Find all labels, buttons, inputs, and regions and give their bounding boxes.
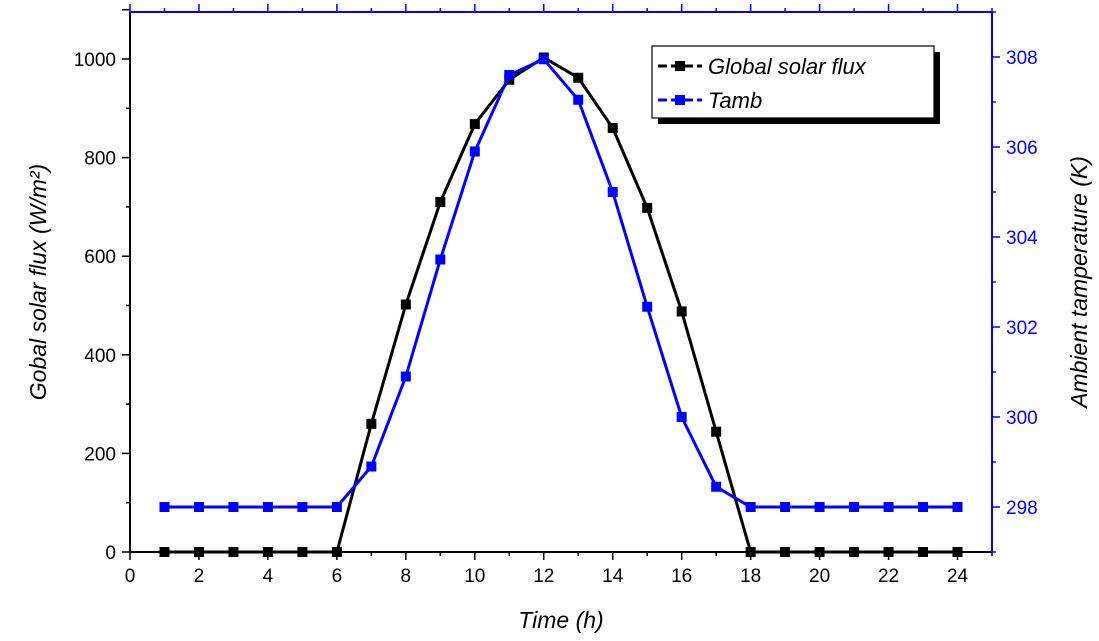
legend-label: Global solar flux — [708, 54, 867, 79]
y-right-tick-label: 302 — [1006, 318, 1038, 339]
data-point — [676, 412, 687, 422]
y-right-tick-label: 304 — [1006, 228, 1038, 249]
data-point — [849, 547, 860, 557]
data-point — [262, 502, 273, 512]
x-tick-label: 24 — [947, 566, 969, 587]
data-point — [573, 94, 584, 105]
y-right-tick-label: 306 — [1006, 138, 1038, 159]
x-tick-label: 16 — [671, 566, 692, 587]
x-tick-label: 8 — [401, 566, 412, 587]
data-point — [331, 502, 342, 512]
y-right-tick-label: 300 — [1006, 408, 1038, 429]
data-point — [814, 547, 825, 557]
y-left-tick-label: 200 — [84, 444, 116, 465]
data-point — [193, 502, 204, 512]
data-point — [676, 306, 687, 317]
legend-marker — [675, 95, 685, 105]
x-tick-label: 18 — [740, 566, 761, 587]
data-point — [400, 371, 411, 382]
data-point — [435, 196, 446, 207]
legend: Global solar flux Tamb — [651, 45, 940, 124]
data-point — [504, 70, 515, 80]
x-tick-label: 22 — [878, 566, 899, 587]
data-point — [366, 418, 377, 429]
y-right-axis-title: Ambient tamperature (K) — [1066, 156, 1092, 410]
data-point — [469, 119, 480, 130]
data-point — [814, 502, 825, 512]
data-point — [883, 547, 894, 557]
y-left-tick-label: 1000 — [74, 50, 116, 71]
legend-box — [651, 45, 935, 119]
y-right-tick-label: 298 — [1006, 498, 1038, 519]
data-point — [607, 187, 618, 197]
data-point — [711, 481, 722, 492]
data-point — [918, 547, 929, 557]
data-point — [780, 502, 791, 512]
data-point — [331, 547, 342, 557]
data-point — [297, 547, 308, 557]
data-point — [780, 547, 791, 557]
series-0 — [159, 52, 963, 557]
data-point — [849, 502, 860, 512]
data-point — [400, 299, 411, 310]
x-tick-label: 4 — [263, 566, 274, 587]
x-tick-label: 12 — [533, 566, 554, 587]
data-point — [262, 547, 273, 557]
y-left-axis-title: Gobal solar flux (W/m²) — [25, 164, 51, 400]
data-point — [228, 502, 239, 512]
data-point — [159, 502, 170, 512]
y-left-tick-label: 400 — [84, 346, 116, 367]
data-point — [573, 72, 584, 83]
series-layer — [159, 52, 963, 557]
x-tick-label: 20 — [809, 566, 830, 587]
data-point — [228, 547, 239, 557]
legend-marker — [675, 61, 685, 71]
data-point — [745, 547, 756, 557]
data-point — [642, 301, 653, 312]
data-point — [366, 461, 377, 472]
series-line-0 — [164, 55, 958, 554]
x-tick-label: 2 — [194, 566, 205, 587]
data-point — [607, 123, 618, 134]
series-line-1 — [164, 57, 958, 509]
data-point — [745, 502, 756, 512]
x-axis-title: Time (h) — [518, 607, 603, 633]
y-left-tick-label: 800 — [84, 149, 116, 170]
data-point — [538, 54, 549, 65]
data-point — [159, 547, 170, 557]
data-point — [883, 502, 894, 512]
data-point — [435, 254, 446, 265]
data-point — [711, 426, 722, 437]
x-tick-label: 0 — [125, 566, 136, 587]
x-tick-label: 6 — [332, 566, 343, 587]
data-point — [193, 547, 204, 557]
x-tick-label: 10 — [464, 566, 485, 587]
series-1 — [159, 54, 963, 512]
data-point — [297, 502, 308, 512]
y-left-tick-label: 600 — [84, 247, 116, 268]
data-point — [469, 146, 480, 157]
y-right-tick-label: 308 — [1006, 48, 1038, 69]
y-left-tick-label: 0 — [105, 543, 116, 564]
axes: 0 2 4 6 8 10 12 14 16 18 20 22 240200400600800100029… — [25, 4, 1092, 633]
legend-label: Tamb — [708, 88, 762, 113]
data-point — [918, 502, 929, 512]
data-point — [642, 202, 653, 213]
data-point — [952, 502, 963, 512]
data-point — [952, 547, 963, 557]
x-tick-label: 14 — [602, 566, 624, 587]
